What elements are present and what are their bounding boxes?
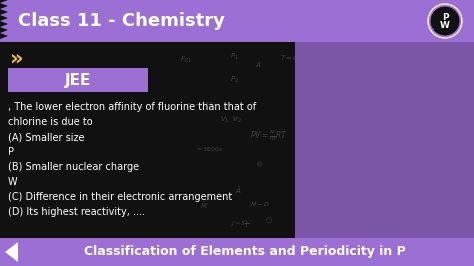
Text: $V_1$  $V_2$: $V_1$ $V_2$ xyxy=(220,115,242,125)
Text: $T = t + T_0$: $T = t + T_0$ xyxy=(340,52,374,63)
Text: , The lower electron affinity of fluorine than that of: , The lower electron affinity of fluorin… xyxy=(8,102,256,112)
Bar xyxy=(295,42,474,238)
Text: $V=\frac{v}{T_0}$: $V=\frac{v}{T_0}$ xyxy=(310,125,331,139)
Text: Class 11 - Chemistry: Class 11 - Chemistry xyxy=(18,12,225,30)
Text: $\bar{z}$: $\bar{z}$ xyxy=(60,10,66,21)
Text: $M-D$: $M-D$ xyxy=(250,200,270,208)
Text: $\hat{A}$: $\hat{A}$ xyxy=(235,185,242,196)
Text: (D) Its highest reactivity, ....: (D) Its highest reactivity, .... xyxy=(8,207,145,217)
Text: $\hat{M}$: $\hat{M}$ xyxy=(200,200,208,211)
Circle shape xyxy=(431,7,459,35)
Text: W: W xyxy=(440,22,450,31)
Text: $\circledR$: $\circledR$ xyxy=(255,160,263,169)
Text: $PV=\frac{M}{m}RT$: $PV=\frac{M}{m}RT$ xyxy=(250,128,288,143)
Text: P: P xyxy=(8,147,14,157)
Text: Classification of Elements and Periodicity in P: Classification of Elements and Periodici… xyxy=(84,246,406,259)
Polygon shape xyxy=(5,242,18,262)
Text: chlorine is due to: chlorine is due to xyxy=(8,117,92,127)
Bar xyxy=(0,0,474,42)
Text: $T=const$: $T=const$ xyxy=(280,52,314,62)
Bar xyxy=(8,68,148,92)
Text: $P_1$: $P_1$ xyxy=(230,52,239,62)
Text: $\frac{m}{-}$: $\frac{m}{-}$ xyxy=(220,8,227,17)
Text: $P_2$: $P_2$ xyxy=(230,75,239,85)
Polygon shape xyxy=(0,0,8,42)
Text: $F_{K1}$: $F_{K1}$ xyxy=(180,55,192,65)
Text: $=100$: $=100$ xyxy=(260,7,283,16)
Circle shape xyxy=(428,4,462,38)
Text: $J=S\frac{1}{4}$: $J=S\frac{1}{4}$ xyxy=(230,218,249,230)
Text: $A^2$: $A^2$ xyxy=(170,8,180,19)
Bar xyxy=(0,238,474,266)
Text: (C) Difference in their electronic arrangement: (C) Difference in their electronic arran… xyxy=(8,192,232,202)
Text: (B) Smaller nuclear charge: (B) Smaller nuclear charge xyxy=(8,162,139,172)
Text: E: E xyxy=(120,8,124,14)
Text: JEE: JEE xyxy=(65,73,91,88)
Text: W: W xyxy=(8,177,18,187)
Text: $A$: $A$ xyxy=(255,60,262,69)
Text: (A) Smaller size: (A) Smaller size xyxy=(8,132,84,142)
Text: $=3600s$: $=3600s$ xyxy=(195,145,224,153)
Text: P: P xyxy=(442,14,448,23)
Text: $\bigcirc$: $\bigcirc$ xyxy=(265,215,273,225)
Text: »: » xyxy=(10,48,24,68)
Text: $=-831$: $=-831$ xyxy=(185,100,214,108)
